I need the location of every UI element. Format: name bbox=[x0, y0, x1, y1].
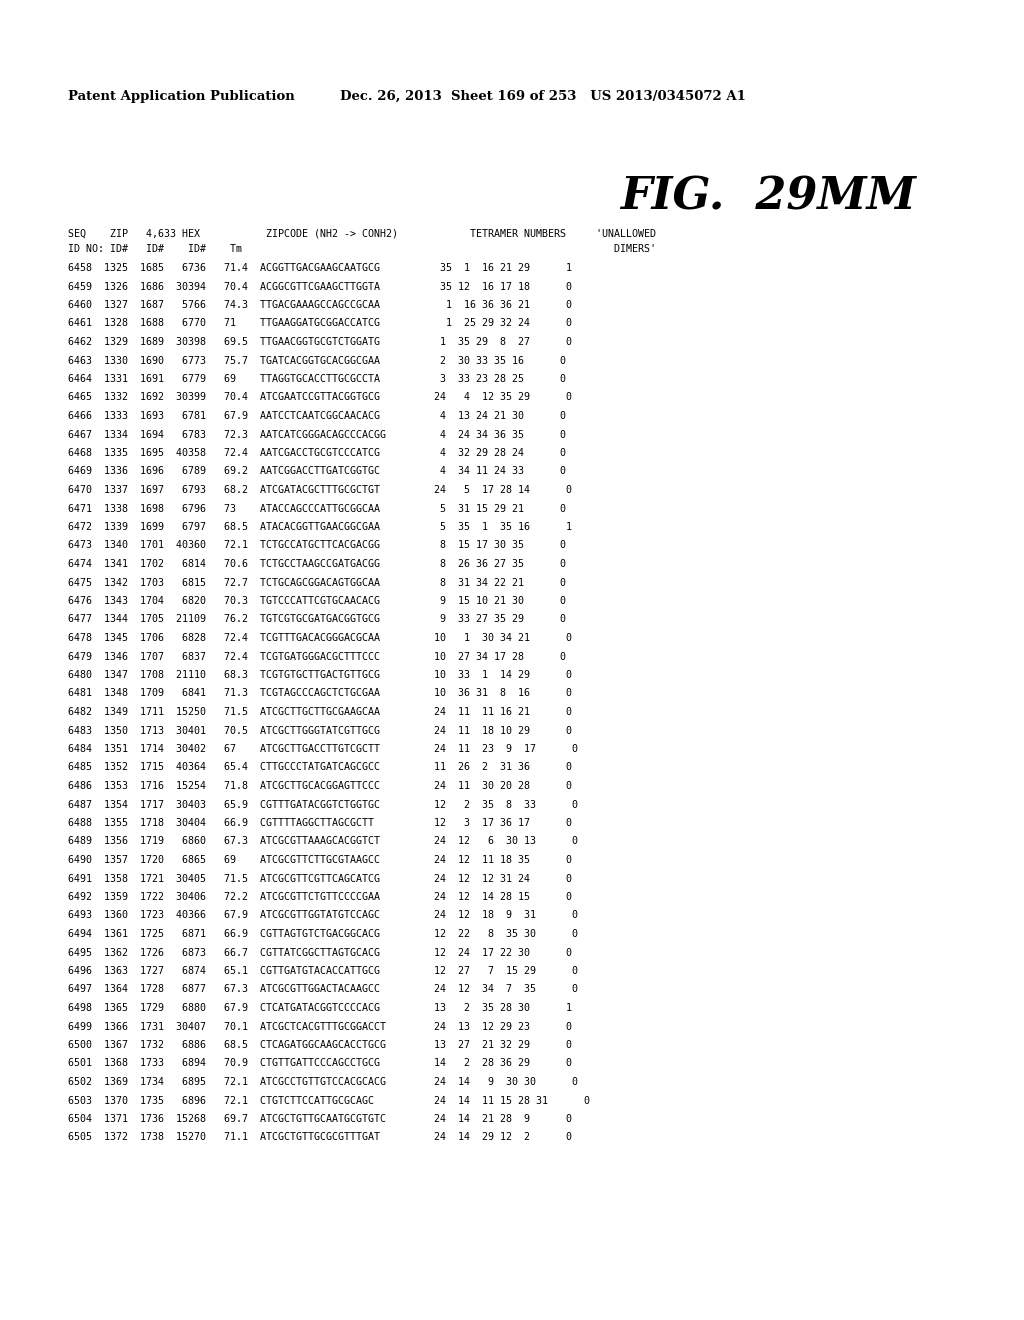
Text: 6502  1369  1734   6895   72.1  ATCGCCTGTTGTCCACGCACG        24  14   9  30 30  : 6502 1369 1734 6895 72.1 ATCGCCTGTTGTCCA… bbox=[68, 1077, 578, 1086]
Text: 6461  1328  1688   6770   71    TTGAAGGATGCGGACCATCG           1  25 29 32 24   : 6461 1328 1688 6770 71 TTGAAGGATGCGGACCA… bbox=[68, 318, 572, 329]
Text: 6505  1372  1738  15270   71.1  ATCGCTGTTGCGCGTTTGAT         24  14  29 12  2   : 6505 1372 1738 15270 71.1 ATCGCTGTTGCGCG… bbox=[68, 1133, 572, 1143]
Text: ID NO: ID#   ID#    ID#    Tm                                                   : ID NO: ID# ID# ID# Tm bbox=[68, 244, 656, 253]
Text: 6501  1368  1733   6894   70.9  CTGTTGATTCCCAGCCTGCG         14   2  28 36 29   : 6501 1368 1733 6894 70.9 CTGTTGATTCCCAGC… bbox=[68, 1059, 572, 1068]
Text: 6498  1365  1729   6880   67.9  CTCATGATACGGTCCCCACG         13   2  35 28 30   : 6498 1365 1729 6880 67.9 CTCATGATACGGTCC… bbox=[68, 1003, 572, 1012]
Text: Patent Application Publication: Patent Application Publication bbox=[68, 90, 295, 103]
Text: 6467  1334  1694   6783   72.3  AATCATCGGGACAGCCCACGG         4  24 34 36 35    : 6467 1334 1694 6783 72.3 AATCATCGGGACAGC… bbox=[68, 429, 566, 440]
Text: 6468  1335  1695  40358   72.4  AATCGACCTGCGTCCCATCG          4  32 29 28 24    : 6468 1335 1695 40358 72.4 AATCGACCTGCGTC… bbox=[68, 447, 566, 458]
Text: 6465  1332  1692  30399   70.4  ATCGAATCCGTTACGGTGCG         24   4  12 35 29   : 6465 1332 1692 30399 70.4 ATCGAATCCGTTAC… bbox=[68, 392, 572, 403]
Text: 6500  1367  1732   6886   68.5  CTCAGATGGCAAGCACCTGCG        13  27  21 32 29   : 6500 1367 1732 6886 68.5 CTCAGATGGCAAGCA… bbox=[68, 1040, 572, 1049]
Text: 6480  1347  1708  21110   68.3  TCGTGTGCTTGACTGTTGCG         10  33  1  14 29   : 6480 1347 1708 21110 68.3 TCGTGTGCTTGACT… bbox=[68, 671, 572, 680]
Text: 6497  1364  1728   6877   67.3  ATCGCGTTGGACTACAAGCC         24  12  34  7  35  : 6497 1364 1728 6877 67.3 ATCGCGTTGGACTAC… bbox=[68, 985, 578, 994]
Text: 6503  1370  1735   6896   72.1  CTGTCTTCCATTGCGCAGC          24  14  11 15 28 31: 6503 1370 1735 6896 72.1 CTGTCTTCCATTGCG… bbox=[68, 1096, 590, 1106]
Text: Dec. 26, 2013  Sheet 169 of 253   US 2013/0345072 A1: Dec. 26, 2013 Sheet 169 of 253 US 2013/0… bbox=[340, 90, 745, 103]
Text: 6463  1330  1690   6773   75.7  TGATCACGGTGCACGGCGAA          2  30 33 35 16    : 6463 1330 1690 6773 75.7 TGATCACGGTGCACG… bbox=[68, 355, 566, 366]
Text: 6496  1363  1727   6874   65.1  CGTTGATGTACACCATTGCG         12  27   7  15 29  : 6496 1363 1727 6874 65.1 CGTTGATGTACACCA… bbox=[68, 966, 578, 975]
Text: FIG.  29MM: FIG. 29MM bbox=[620, 176, 915, 218]
Text: 6471  1338  1698   6796   73    ATACCAGCCCATTGCGGCAA          5  31 15 29 21    : 6471 1338 1698 6796 73 ATACCAGCCCATTGCGG… bbox=[68, 503, 566, 513]
Text: 6491  1358  1721  30405   71.5  ATCGCGTTCGTTCAGCATCG         24  12  12 31 24   : 6491 1358 1721 30405 71.5 ATCGCGTTCGTTCA… bbox=[68, 874, 572, 883]
Text: 6484  1351  1714  30402   67    ATCGCTTGACCTTGTCGCTT         24  11  23  9  17  : 6484 1351 1714 30402 67 ATCGCTTGACCTTGTC… bbox=[68, 744, 578, 754]
Text: 6487  1354  1717  30403   65.9  CGTTTGATACGGTCTGGTGC         12   2  35  8  33  : 6487 1354 1717 30403 65.9 CGTTTGATACGGTC… bbox=[68, 800, 578, 809]
Text: 6477  1344  1705  21109   76.2  TGTCGTGCGATGACGGTGCG          9  33 27 35 29    : 6477 1344 1705 21109 76.2 TGTCGTGCGATGAC… bbox=[68, 615, 566, 624]
Text: 6494  1361  1725   6871   66.9  CGTTAGTGTCTGACGGCACG         12  22   8  35 30  : 6494 1361 1725 6871 66.9 CGTTAGTGTCTGACG… bbox=[68, 929, 578, 939]
Text: 6472  1339  1699   6797   68.5  ATACACGGTTGAACGGCGAA          5  35  1  35 16   : 6472 1339 1699 6797 68.5 ATACACGGTTGAACG… bbox=[68, 521, 572, 532]
Text: 6499  1366  1731  30407   70.1  ATCGCTCACGTTTGCGGACCT        24  13  12 29 23   : 6499 1366 1731 30407 70.1 ATCGCTCACGTTTG… bbox=[68, 1022, 572, 1031]
Text: 6488  1355  1718  30404   66.9  CGTTTTAGGCTTAGCGCTT          12   3  17 36 17   : 6488 1355 1718 30404 66.9 CGTTTTAGGCTTAG… bbox=[68, 818, 572, 828]
Text: 6490  1357  1720   6865   69    ATCGCGTTCTTGCGTAAGCC         24  12  11 18 35   : 6490 1357 1720 6865 69 ATCGCGTTCTTGCGTAA… bbox=[68, 855, 572, 865]
Text: 6504  1371  1736  15268   69.7  ATCGCTGTTGCAATGCGTGTC        24  14  21 28  9   : 6504 1371 1736 15268 69.7 ATCGCTGTTGCAAT… bbox=[68, 1114, 572, 1125]
Text: 6479  1346  1707   6837   72.4  TCGTGATGGGACGCTTTCCC         10  27 34 17 28    : 6479 1346 1707 6837 72.4 TCGTGATGGGACGCT… bbox=[68, 652, 566, 661]
Text: 6474  1341  1702   6814   70.6  TCTGCCTAAGCCGATGACGG          8  26 36 27 35    : 6474 1341 1702 6814 70.6 TCTGCCTAAGCCGAT… bbox=[68, 558, 566, 569]
Text: 6458  1325  1685   6736   71.4  ACGGTTGACGAAGCAATGCG          35  1  16 21 29   : 6458 1325 1685 6736 71.4 ACGGTTGACGAAGCA… bbox=[68, 263, 572, 273]
Text: 6489  1356  1719   6860   67.3  ATCGCGTTAAAGCACGGTCT         24  12   6  30 13  : 6489 1356 1719 6860 67.3 ATCGCGTTAAAGCAC… bbox=[68, 837, 578, 846]
Text: SEQ    ZIP   4,633 HEX           ZIPCODE (NH2 -> CONH2)            TETRAMER NUMB: SEQ ZIP 4,633 HEX ZIPCODE (NH2 -> CONH2)… bbox=[68, 228, 656, 238]
Text: 6485  1352  1715  40364   65.4  CTTGCCCTATGATCAGCGCC         11  26  2  31 36   : 6485 1352 1715 40364 65.4 CTTGCCCTATGATC… bbox=[68, 763, 572, 772]
Text: 6473  1340  1701  40360   72.1  TCTGCCATGCTTCACGACGG          8  15 17 30 35    : 6473 1340 1701 40360 72.1 TCTGCCATGCTTCA… bbox=[68, 540, 566, 550]
Text: 6482  1349  1711  15250   71.5  ATCGCTTGCTTGCGAAGCAA         24  11  11 16 21   : 6482 1349 1711 15250 71.5 ATCGCTTGCTTGCG… bbox=[68, 708, 572, 717]
Text: 6493  1360  1723  40366   67.9  ATCGCGTTGGTATGTCCAGC         24  12  18  9  31  : 6493 1360 1723 40366 67.9 ATCGCGTTGGTATG… bbox=[68, 911, 578, 920]
Text: 6469  1336  1696   6789   69.2  AATCGGACCTTGATCGGTGC          4  34 11 24 33    : 6469 1336 1696 6789 69.2 AATCGGACCTTGATC… bbox=[68, 466, 566, 477]
Text: 6478  1345  1706   6828   72.4  TCGTTTGACACGGGACGCAA         10   1  30 34 21   : 6478 1345 1706 6828 72.4 TCGTTTGACACGGGA… bbox=[68, 634, 572, 643]
Text: 6483  1350  1713  30401   70.5  ATCGCTTGGGTATCGTTGCG         24  11  18 10 29   : 6483 1350 1713 30401 70.5 ATCGCTTGGGTATC… bbox=[68, 726, 572, 735]
Text: 6495  1362  1726   6873   66.7  CGTTATCGGCTTAGTGCACG         12  24  17 22 30   : 6495 1362 1726 6873 66.7 CGTTATCGGCTTAGT… bbox=[68, 948, 572, 957]
Text: 6460  1327  1687   5766   74.3  TTGACGAAAGCCAGCCGCAA           1  16 36 36 21   : 6460 1327 1687 5766 74.3 TTGACGAAAGCCAGC… bbox=[68, 300, 572, 310]
Text: 6486  1353  1716  15254   71.8  ATCGCTTGCACGGAGTTCCC         24  11  30 20 28   : 6486 1353 1716 15254 71.8 ATCGCTTGCACGGA… bbox=[68, 781, 572, 791]
Text: 6462  1329  1689  30398   69.5  TTGAACGGTGCGTCTGGATG          1  35 29  8  27   : 6462 1329 1689 30398 69.5 TTGAACGGTGCGTC… bbox=[68, 337, 572, 347]
Text: 6466  1333  1693   6781   67.9  AATCCTCAATCGGCAACACG          4  13 24 21 30    : 6466 1333 1693 6781 67.9 AATCCTCAATCGGCA… bbox=[68, 411, 566, 421]
Text: 6481  1348  1709   6841   71.3  TCGTAGCCCAGCTCTGCGAA         10  36 31  8  16   : 6481 1348 1709 6841 71.3 TCGTAGCCCAGCTCT… bbox=[68, 689, 572, 698]
Text: 6492  1359  1722  30406   72.2  ATCGCGTTCTGTTCCCCGAA         24  12  14 28 15   : 6492 1359 1722 30406 72.2 ATCGCGTTCTGTTC… bbox=[68, 892, 572, 902]
Text: 6464  1331  1691   6779   69    TTAGGTGCACCTTGCGCCTA          3  33 23 28 25    : 6464 1331 1691 6779 69 TTAGGTGCACCTTGCGC… bbox=[68, 374, 566, 384]
Text: 6470  1337  1697   6793   68.2  ATCGATACGCTTTGCGCTGT         24   5  17 28 14   : 6470 1337 1697 6793 68.2 ATCGATACGCTTTGC… bbox=[68, 484, 572, 495]
Text: 6476  1343  1704   6820   70.3  TGTCCCATTCGTGCAACACG          9  15 10 21 30    : 6476 1343 1704 6820 70.3 TGTCCCATTCGTGCA… bbox=[68, 597, 566, 606]
Text: 6475  1342  1703   6815   72.7  TCTGCAGCGGACAGTGGCAA          8  31 34 22 21    : 6475 1342 1703 6815 72.7 TCTGCAGCGGACAGT… bbox=[68, 578, 566, 587]
Text: 6459  1326  1686  30394   70.4  ACGGCGTTCGAAGCTTGGTA          35 12  16 17 18   : 6459 1326 1686 30394 70.4 ACGGCGTTCGAAGC… bbox=[68, 281, 572, 292]
